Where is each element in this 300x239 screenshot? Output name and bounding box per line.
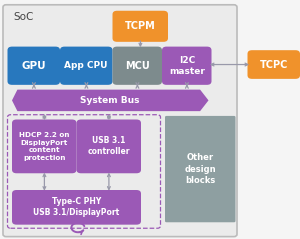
FancyBboxPatch shape — [60, 47, 112, 85]
Text: TCPC: TCPC — [260, 60, 288, 70]
FancyBboxPatch shape — [76, 120, 141, 173]
Text: USB 3.1
controller: USB 3.1 controller — [88, 136, 130, 157]
FancyBboxPatch shape — [3, 5, 237, 237]
Text: I2C
master: I2C master — [169, 56, 205, 76]
FancyBboxPatch shape — [112, 47, 162, 85]
Text: System Bus: System Bus — [80, 96, 140, 105]
Polygon shape — [12, 90, 208, 111]
FancyBboxPatch shape — [8, 47, 60, 85]
Text: HDCP 2.2 on
DisplayPort
content
protection: HDCP 2.2 on DisplayPort content protecti… — [19, 132, 70, 161]
FancyBboxPatch shape — [248, 50, 300, 79]
FancyBboxPatch shape — [112, 11, 168, 42]
FancyBboxPatch shape — [165, 116, 236, 222]
FancyBboxPatch shape — [162, 47, 211, 85]
Text: App CPU: App CPU — [64, 61, 108, 70]
FancyBboxPatch shape — [12, 190, 141, 225]
Text: SoC: SoC — [14, 12, 34, 22]
Text: TCPM: TCPM — [125, 21, 156, 31]
Text: GPU: GPU — [21, 61, 46, 71]
Text: MCU: MCU — [125, 61, 150, 71]
FancyBboxPatch shape — [12, 120, 76, 173]
Text: Type-C PHY
USB 3.1/DisplayPort: Type-C PHY USB 3.1/DisplayPort — [33, 197, 120, 217]
Text: Other
design
blocks: Other design blocks — [184, 153, 216, 185]
